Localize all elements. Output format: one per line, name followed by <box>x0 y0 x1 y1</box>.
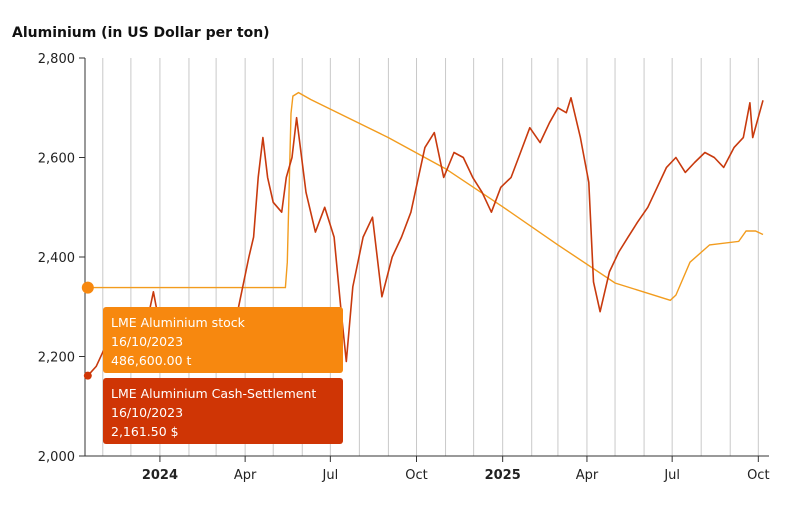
tooltip-cash-value: 2,161.50 $ <box>111 424 179 439</box>
y-tick-label: 2,600 <box>38 152 75 167</box>
y-tick-label: 2,400 <box>38 251 75 266</box>
y-tick-label: 2,000 <box>38 450 75 465</box>
hover-marker-stock <box>81 281 94 294</box>
x-tick-label: 2025 <box>485 468 521 483</box>
tooltip-stock-value: 486,600.00 t <box>111 353 192 368</box>
axes: 2,000 2,200 2,400 2,600 2,800 2024 Apr Jul Oct 20… <box>38 52 770 483</box>
hover-markers <box>81 281 94 380</box>
series-line-stock <box>87 91 764 302</box>
y-tick-label: 2,800 <box>38 52 75 67</box>
tooltip-stock-date: 16/10/2023 <box>111 334 184 349</box>
tooltip-cash-date: 16/10/2023 <box>111 405 184 420</box>
chart-title: Aluminium (in US Dollar per ton) <box>12 25 270 41</box>
tooltip-stock: LME Aluminium stock 16/10/2023 486,600.0… <box>103 307 343 373</box>
x-tick-label: 2024 <box>142 468 178 483</box>
x-tick-label: Apr <box>576 468 599 483</box>
x-tick-label: Apr <box>234 468 257 483</box>
tooltip-cash: LME Aluminium Cash-Settlement 16/10/2023… <box>103 378 343 444</box>
x-tick-label: Jul <box>663 468 680 483</box>
hover-marker-cash <box>83 371 92 380</box>
tooltip-cash-series: LME Aluminium Cash-Settlement <box>111 386 317 401</box>
x-tick-label: Jul <box>322 468 339 483</box>
x-tick-label: Oct <box>747 468 769 483</box>
tooltip-stock-series: LME Aluminium stock <box>111 315 245 330</box>
y-tick-label: 2,200 <box>38 351 75 366</box>
x-tick-label: Oct <box>405 468 427 483</box>
